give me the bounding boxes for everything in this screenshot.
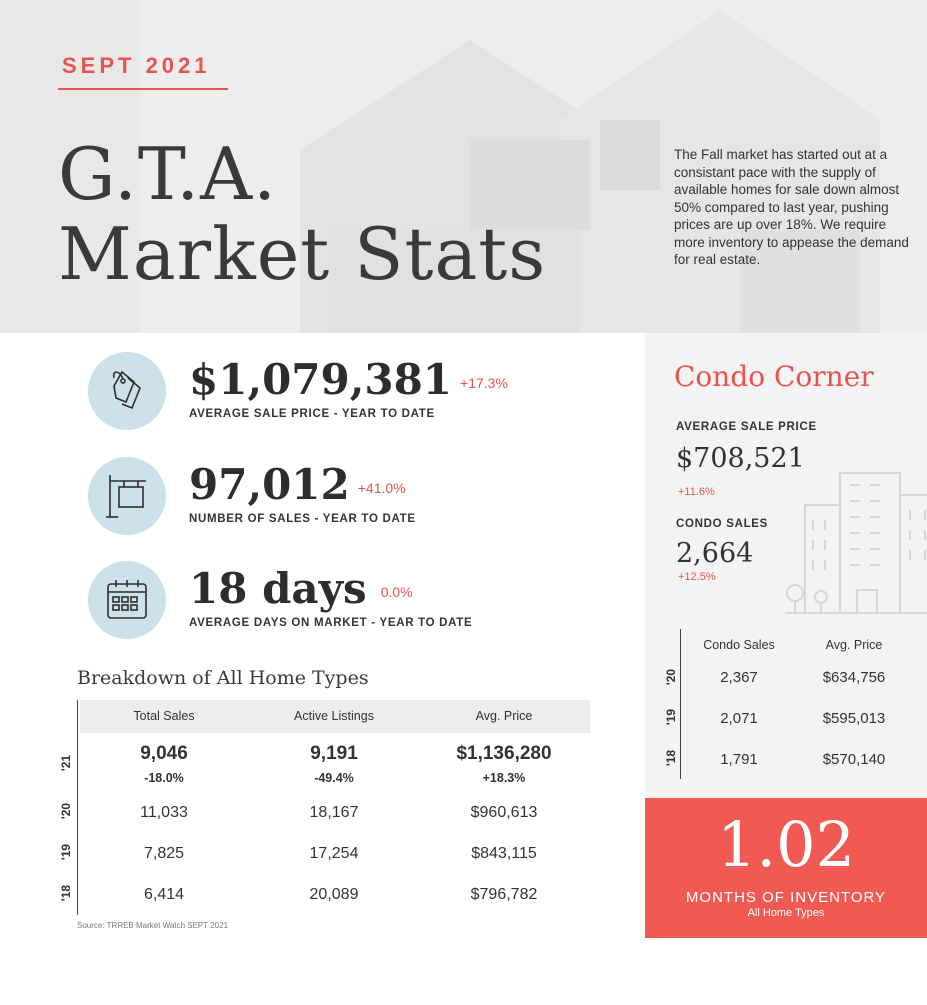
source-note: Source: TRREB Market Watch SEPT 2021 bbox=[77, 921, 229, 930]
title-line-1: G.T.A. bbox=[58, 132, 278, 216]
condo-avg-price-change: +11.6% bbox=[678, 486, 715, 498]
row-year-2021: '21 bbox=[59, 754, 73, 772]
stat-label: NUMBER OF SALES - YEAR TO DATE bbox=[189, 513, 416, 525]
stat-value: 18 days bbox=[189, 564, 367, 613]
condo-row-year-2019: '19 bbox=[664, 708, 678, 726]
cell-change-avg-price-2021: +18.3% bbox=[482, 771, 526, 785]
condo-cell-price-2018: $570,140 bbox=[822, 751, 886, 768]
column-header-total-sales: Total Sales bbox=[133, 709, 195, 723]
inventory-label: MONTHS OF INVENTORY bbox=[685, 889, 887, 906]
condo-corner-panel: Condo Corner AVERAGE SALE PRICE $708,521… bbox=[645, 333, 927, 798]
condo-year-axis bbox=[680, 629, 681, 779]
cell-total-sales-2018: 6,414 bbox=[143, 886, 185, 903]
condo-sales-change: +12.5% bbox=[678, 571, 716, 583]
report-month: SEPT 2021 bbox=[62, 53, 211, 78]
city-buildings-icon bbox=[785, 472, 927, 614]
months-of-inventory-box: 1.02 MONTHS OF INVENTORY All Home Types bbox=[645, 798, 927, 938]
cell-change-total-sales-2021: -18.0% bbox=[144, 771, 184, 785]
condo-corner-title: Condo Corner bbox=[674, 360, 874, 393]
cell-change-active-listings-2021: -49.4% bbox=[314, 771, 354, 785]
intro-paragraph: The Fall market has started out at a con… bbox=[674, 147, 909, 267]
cell-avg-price-2019: $843,115 bbox=[471, 845, 537, 862]
column-header-condo-avg-price: Avg. Price bbox=[825, 638, 883, 652]
row-year-2020: '20 bbox=[59, 802, 73, 820]
cell-active-listings-2019: 17,254 bbox=[309, 845, 359, 862]
price-tag-icon bbox=[88, 352, 166, 430]
stat-days-on-market: 18 days 0.0% AVERAGE DAYS ON MARKET - YEA… bbox=[88, 561, 588, 641]
stat-label: AVERAGE SALE PRICE - YEAR TO DATE bbox=[189, 408, 435, 420]
cell-active-listings-2020: 18,167 bbox=[309, 804, 359, 821]
cell-active-listings-2018: 20,089 bbox=[309, 886, 359, 903]
condo-sales-label: CONDO SALES bbox=[676, 518, 769, 530]
breakdown-title: Breakdown of All Home Types bbox=[77, 667, 369, 689]
inventory-sublabel: All Home Types bbox=[747, 907, 825, 919]
stat-change: +41.0% bbox=[357, 480, 406, 496]
hero-banner: SEPT 2021 G.T.A. Market Stats The Fall m… bbox=[0, 0, 927, 333]
column-header-active-listings: Active Listings bbox=[294, 709, 374, 723]
row-year-2018: '18 bbox=[59, 884, 73, 902]
column-header-avg-price: Avg. Price bbox=[475, 709, 533, 723]
stat-average-sale-price: $1,079,381 +17.3% AVERAGE SALE PRICE - YE… bbox=[88, 352, 588, 432]
condo-cell-price-2020: $634,756 bbox=[822, 669, 886, 686]
stat-value: 97,012 bbox=[189, 460, 350, 509]
house-background-image bbox=[0, 0, 927, 333]
breakdown-year-axis bbox=[77, 700, 78, 915]
condo-sales: 2,664 bbox=[676, 538, 754, 569]
title-line-2: Market Stats bbox=[58, 212, 547, 296]
cell-total-sales-2021: 9,046 bbox=[140, 743, 188, 764]
column-header-condo-sales: Condo Sales bbox=[703, 638, 775, 652]
stat-change: +17.3% bbox=[460, 375, 508, 391]
row-year-2019: '19 bbox=[59, 843, 73, 861]
cell-total-sales-2020: 11,033 bbox=[140, 804, 188, 821]
condo-avg-price: $708,521 bbox=[676, 443, 805, 474]
breakdown-header-row bbox=[80, 700, 590, 733]
condo-row-year-2018: '18 bbox=[664, 749, 678, 767]
page-title: G.T.A. Market Stats bbox=[58, 134, 546, 294]
cell-active-listings-2021: 9,191 bbox=[310, 743, 358, 764]
cell-avg-price-2020: $960,613 bbox=[470, 804, 538, 821]
condo-avg-price-label: AVERAGE SALE PRICE bbox=[676, 421, 817, 433]
calendar-icon bbox=[88, 561, 166, 639]
stat-change: 0.0% bbox=[380, 584, 413, 600]
condo-cell-sales-2019: 2,071 bbox=[720, 710, 758, 727]
sale-sign-icon bbox=[88, 457, 166, 535]
month-underline bbox=[58, 88, 228, 90]
condo-cell-sales-2020: 2,367 bbox=[720, 669, 758, 686]
inventory-value: 1.02 bbox=[716, 808, 856, 881]
cell-avg-price-2018: $796,782 bbox=[470, 886, 538, 903]
condo-cell-sales-2018: 1,791 bbox=[720, 751, 758, 768]
stat-label: AVERAGE DAYS ON MARKET - YEAR TO DATE bbox=[189, 617, 473, 629]
condo-cell-price-2019: $595,013 bbox=[822, 710, 886, 727]
cell-total-sales-2019: 7,825 bbox=[143, 845, 185, 862]
cell-avg-price-2021: $1,136,280 bbox=[456, 743, 552, 764]
condo-row-year-2020: '20 bbox=[664, 668, 678, 686]
stat-value: $1,079,381 bbox=[189, 355, 453, 404]
stat-number-of-sales: 97,012 +41.0% NUMBER OF SALES - YEAR TO D… bbox=[88, 457, 588, 537]
